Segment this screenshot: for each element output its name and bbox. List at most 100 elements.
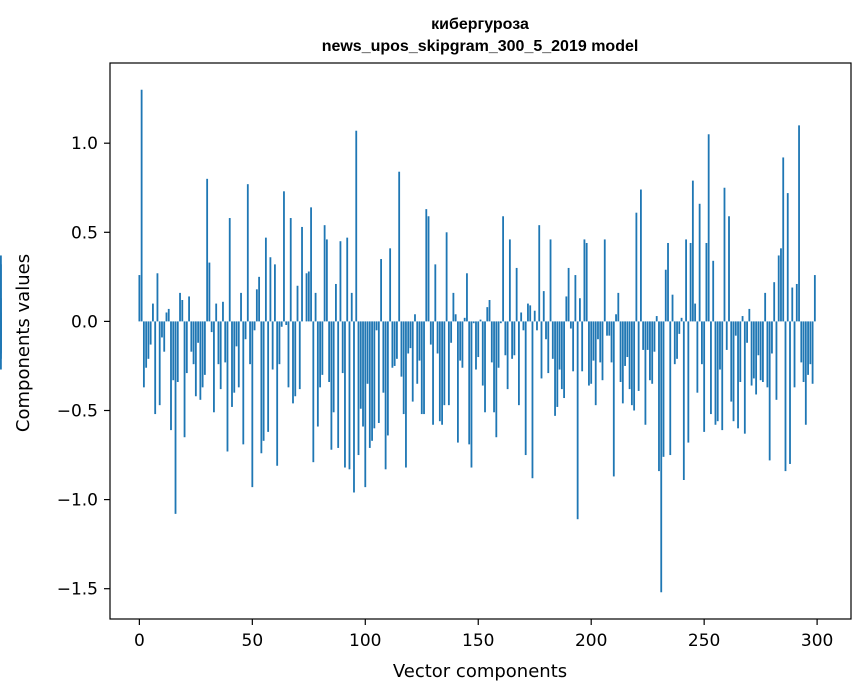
bar-159 bbox=[497, 321, 500, 368]
bar-151 bbox=[479, 319, 482, 322]
bar-109 bbox=[384, 321, 387, 470]
bar-236 bbox=[671, 294, 674, 322]
bar-252 bbox=[707, 134, 710, 322]
bar-54 bbox=[260, 321, 263, 454]
bar-108 bbox=[382, 321, 385, 393]
bar-165 bbox=[511, 321, 514, 359]
bar-278 bbox=[766, 321, 769, 388]
bar-110 bbox=[386, 321, 389, 436]
y-axis-ticks: −1.5 −1.0 −0.5 0.0 0.5 1.0 bbox=[57, 134, 110, 600]
bar-136 bbox=[445, 232, 448, 322]
y-tick-label: −1.0 bbox=[57, 491, 98, 511]
bar-287 bbox=[786, 193, 789, 322]
bar-96 bbox=[355, 130, 358, 322]
bar-93 bbox=[348, 321, 351, 470]
bar-164 bbox=[508, 239, 511, 322]
bar-20 bbox=[183, 321, 186, 438]
bar-245 bbox=[691, 180, 694, 322]
bar-181 bbox=[547, 321, 550, 374]
bar-299 bbox=[813, 275, 816, 322]
bar-218 bbox=[630, 321, 633, 406]
bar-27 bbox=[199, 321, 202, 400]
bar-1 bbox=[140, 89, 143, 322]
bar-260 bbox=[725, 321, 728, 350]
bar-160 bbox=[499, 321, 502, 324]
bar-101 bbox=[366, 321, 369, 384]
x-axis-ticks: 0 50 100 150 200 250 300 bbox=[134, 619, 833, 651]
bar-234 bbox=[667, 242, 669, 322]
bar-238 bbox=[676, 321, 678, 359]
bar-51 bbox=[253, 321, 256, 331]
bar-4 bbox=[147, 321, 150, 359]
bar-2 bbox=[142, 321, 145, 388]
bar-281 bbox=[773, 282, 776, 322]
bar-148 bbox=[472, 321, 475, 324]
bar-105 bbox=[375, 321, 378, 331]
bar-254 bbox=[712, 260, 715, 322]
bar-113 bbox=[393, 321, 396, 366]
bar-288 bbox=[789, 321, 791, 464]
bar-292 bbox=[798, 125, 800, 322]
bar-135 bbox=[443, 321, 446, 406]
bar-277 bbox=[764, 292, 767, 322]
bar-275 bbox=[759, 321, 762, 381]
bar-50 bbox=[251, 321, 254, 488]
bar-6 bbox=[152, 303, 154, 322]
bar-200 bbox=[590, 321, 593, 384]
bar-290 bbox=[793, 321, 796, 388]
bar-16 bbox=[174, 321, 177, 514]
bar-64 bbox=[283, 191, 285, 322]
bar-74 bbox=[305, 273, 308, 322]
bar-114 bbox=[396, 321, 398, 359]
bar-235 bbox=[669, 321, 672, 456]
bar-209 bbox=[610, 321, 613, 363]
bar-65 bbox=[285, 321, 288, 325]
y-tick-label: −1.5 bbox=[57, 580, 98, 600]
bar-250 bbox=[703, 321, 706, 432]
bar-15 bbox=[172, 321, 175, 381]
bar-36 bbox=[219, 321, 222, 390]
bar-23 bbox=[190, 321, 193, 352]
x-tick-label: 250 bbox=[688, 631, 720, 651]
bar-255 bbox=[714, 321, 717, 425]
bar-264 bbox=[734, 321, 737, 336]
bar-180 bbox=[545, 321, 547, 340]
bar-229 bbox=[655, 316, 658, 322]
bar-55 bbox=[262, 321, 265, 441]
y-tick-label: 0.0 bbox=[71, 312, 98, 332]
bar-38 bbox=[224, 321, 227, 363]
y-axis-label: Components values bbox=[13, 254, 34, 432]
bar-265 bbox=[737, 321, 739, 429]
bar-249 bbox=[700, 321, 703, 365]
bar-154 bbox=[486, 307, 489, 322]
bar-190 bbox=[567, 267, 570, 322]
bar-119 bbox=[407, 321, 410, 354]
bar-208 bbox=[608, 321, 611, 336]
bar-230 bbox=[658, 321, 660, 472]
bar-undefined bbox=[0, 298, 2, 322]
x-tick-label: 150 bbox=[462, 631, 494, 651]
bar-195 bbox=[579, 298, 581, 322]
bar-170 bbox=[522, 321, 525, 331]
bar-86 bbox=[332, 321, 335, 413]
bar-157 bbox=[493, 321, 495, 413]
bar-253 bbox=[710, 321, 712, 415]
bar-268 bbox=[743, 321, 746, 434]
bar-199 bbox=[588, 321, 590, 386]
bar-192 bbox=[572, 321, 575, 372]
bar-193 bbox=[574, 275, 577, 322]
bar-8 bbox=[156, 273, 159, 322]
bar-100 bbox=[364, 321, 367, 488]
bar-295 bbox=[804, 321, 807, 425]
bar-224 bbox=[644, 321, 647, 425]
bar-13 bbox=[167, 308, 170, 322]
bar-189 bbox=[565, 296, 568, 322]
bar-144 bbox=[463, 317, 466, 322]
bar-61 bbox=[276, 321, 279, 466]
bar-41 bbox=[231, 321, 233, 407]
bar-59 bbox=[271, 321, 274, 370]
bar-176 bbox=[536, 321, 538, 331]
bar-262 bbox=[730, 321, 733, 402]
bar-256 bbox=[716, 321, 719, 422]
bar-191 bbox=[569, 321, 572, 329]
